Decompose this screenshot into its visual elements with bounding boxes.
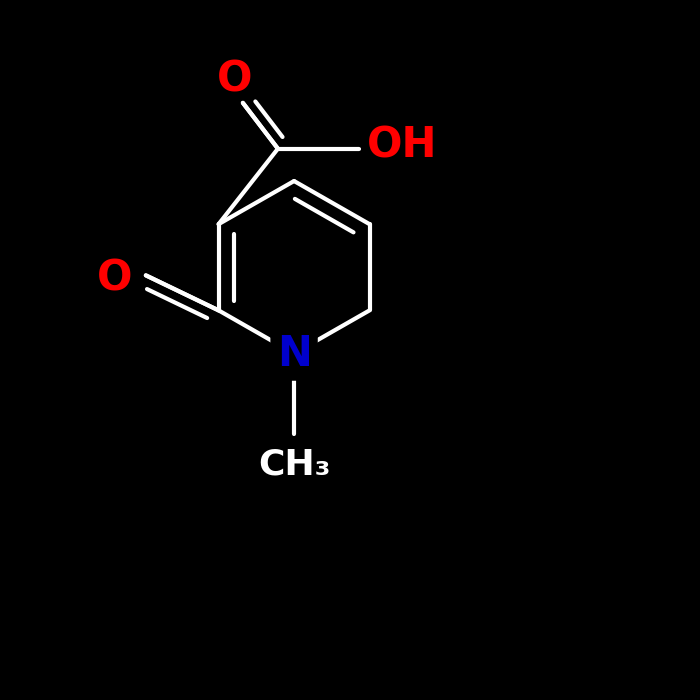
Text: CH₃: CH₃ bbox=[258, 448, 330, 482]
Text: O: O bbox=[97, 257, 132, 299]
Text: O: O bbox=[217, 58, 253, 100]
Text: OH: OH bbox=[367, 125, 438, 167]
Text: N: N bbox=[276, 332, 312, 375]
